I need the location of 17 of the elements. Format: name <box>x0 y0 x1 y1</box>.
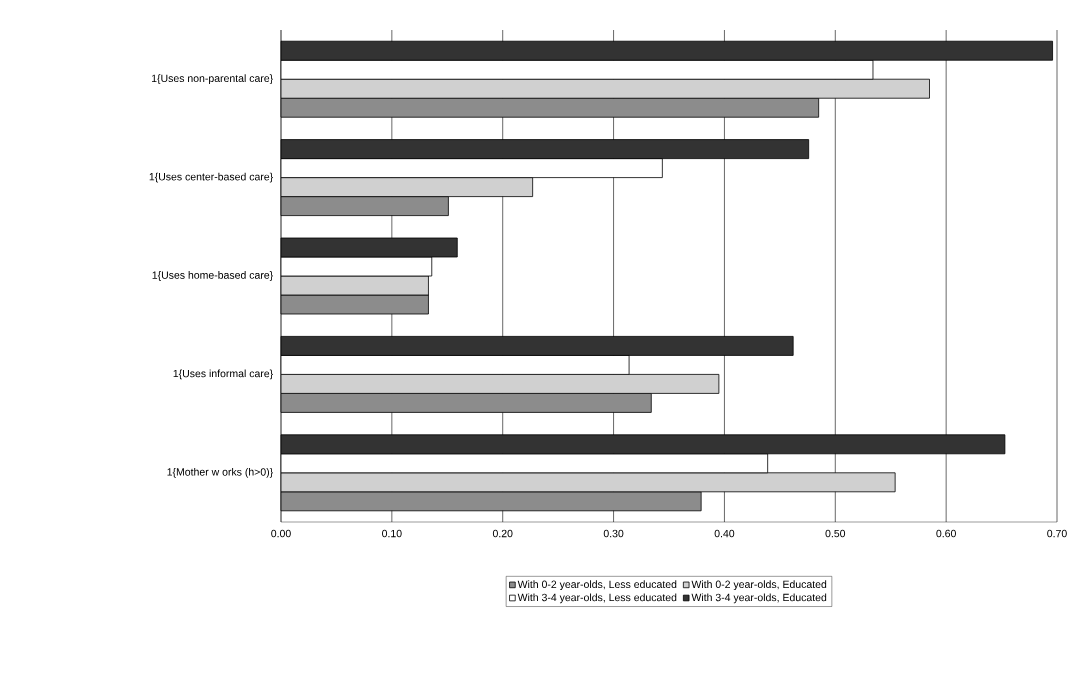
x-tick-label: 0.10 <box>382 529 402 538</box>
y-tick-label: 1{Mother w orks (h>0)} <box>167 467 273 478</box>
x-tick-label: 0.20 <box>492 529 513 538</box>
y-tick-label: 1{Uses non-parental care} <box>152 74 273 85</box>
legend-label: With 0-2 year-olds, Less educated <box>517 580 677 591</box>
legend-label: With 0-2 year-olds, Educated <box>691 580 827 591</box>
legend-label: With 3-4 year-olds, Less educated <box>517 593 677 604</box>
legend-label: With 3-4 year-olds, Educated <box>691 593 827 604</box>
x-tick-label: 0.60 <box>936 529 956 538</box>
x-tick-label: 0.00 <box>271 529 291 538</box>
x-tick-label: 0.50 <box>825 529 846 538</box>
x-tick-label: 0.70 <box>1047 529 1067 538</box>
y-tick-label: 1{Uses center-based care} <box>149 172 273 183</box>
x-tick-label: 0.30 <box>603 529 624 538</box>
y-tick-label: 1{Uses informal care} <box>173 369 273 380</box>
y-tick-label: 1{Uses home-based care} <box>152 271 273 281</box>
x-tick-label: 0.40 <box>714 529 735 538</box>
